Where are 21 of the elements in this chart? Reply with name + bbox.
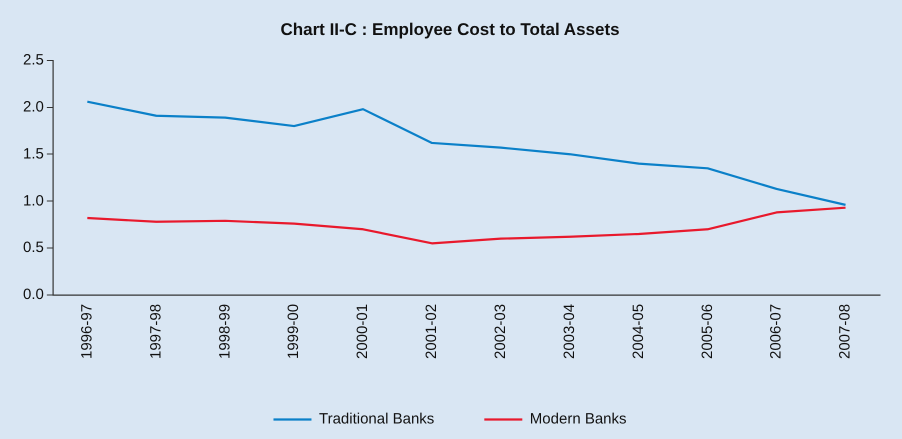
x-tick-label: 2006-07 (768, 304, 785, 360)
legend-label: Traditional Banks (318, 410, 434, 428)
y-tick-label: 2.0 (22, 98, 44, 116)
x-tick-label: 2004-05 (630, 304, 647, 360)
x-tick-label: 2000-01 (354, 304, 372, 360)
x-tick-label: 2002-03 (492, 304, 510, 360)
y-tick-label: 1.0 (22, 192, 44, 210)
x-tick-label: 2001-02 (423, 304, 440, 360)
y-tick-label: 0.0 (22, 286, 44, 304)
chart-title: Chart II-C : Employee Cost to Total Assets (280, 20, 620, 39)
x-tick-label: 1996-97 (78, 304, 96, 360)
y-tick-label: 1.5 (22, 145, 44, 162)
x-tick-label: 2005-06 (698, 304, 716, 360)
x-tick-label: 2003-04 (560, 304, 578, 360)
x-tick-label: 1997-98 (147, 304, 164, 360)
x-tick-label: 1999-00 (285, 304, 302, 360)
x-tick-label: 2007-08 (836, 304, 854, 360)
legend-label: Modern Banks (530, 410, 627, 428)
x-tick-label: 1998-99 (216, 304, 234, 360)
y-tick-label: 0.5 (22, 239, 44, 256)
y-tick-label: 2.5 (22, 52, 44, 69)
